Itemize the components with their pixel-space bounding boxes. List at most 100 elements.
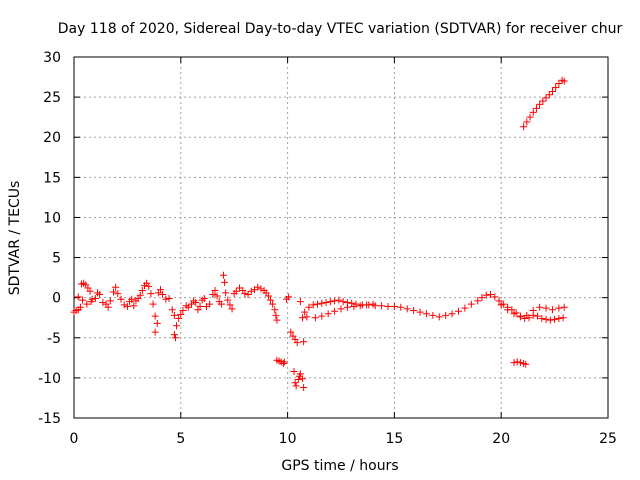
data-point bbox=[267, 296, 275, 304]
data-point bbox=[337, 305, 345, 313]
data-point bbox=[159, 290, 167, 298]
y-tick-label: 5 bbox=[52, 251, 61, 267]
data-point bbox=[454, 307, 462, 315]
data-point bbox=[273, 316, 281, 324]
data-point bbox=[416, 308, 424, 316]
data-point bbox=[110, 288, 118, 296]
data-point bbox=[123, 302, 131, 310]
data-point bbox=[96, 290, 104, 298]
data-point bbox=[548, 87, 556, 95]
data-point bbox=[516, 313, 524, 321]
data-point bbox=[542, 315, 550, 323]
data-point bbox=[130, 302, 138, 310]
data-point bbox=[285, 293, 293, 301]
data-point bbox=[196, 302, 204, 310]
data-point bbox=[555, 79, 563, 87]
data-point bbox=[228, 305, 236, 313]
data-point bbox=[548, 306, 556, 314]
data-point bbox=[279, 359, 287, 367]
data-point bbox=[410, 307, 418, 315]
x-axis-label: GPS time / hours bbox=[281, 458, 398, 474]
data-point bbox=[301, 308, 309, 316]
data-point bbox=[300, 384, 308, 392]
data-point bbox=[520, 123, 528, 131]
data-point bbox=[232, 287, 240, 295]
data-point bbox=[326, 298, 334, 306]
data-point bbox=[165, 294, 173, 302]
data-point bbox=[526, 113, 534, 121]
data-point bbox=[322, 298, 330, 306]
data-point bbox=[529, 108, 537, 116]
data-point bbox=[536, 100, 544, 108]
data-point bbox=[552, 83, 560, 91]
data-point bbox=[513, 358, 521, 366]
data-point bbox=[120, 301, 128, 309]
data-point bbox=[222, 289, 230, 297]
data-point bbox=[221, 278, 229, 286]
data-point bbox=[294, 375, 302, 383]
data-point bbox=[173, 322, 181, 330]
data-point bbox=[168, 306, 176, 314]
data-point bbox=[555, 304, 563, 312]
data-point bbox=[293, 339, 301, 347]
data-point bbox=[331, 307, 339, 315]
data-point bbox=[86, 287, 94, 295]
data-point bbox=[461, 304, 469, 312]
data-point bbox=[318, 299, 326, 307]
data-point bbox=[200, 294, 208, 302]
data-point bbox=[482, 291, 490, 299]
data-point bbox=[291, 379, 299, 387]
data-point bbox=[429, 311, 437, 319]
data-point bbox=[559, 314, 567, 322]
x-tick-label: 5 bbox=[176, 431, 185, 447]
data-point bbox=[117, 295, 125, 303]
data-point bbox=[217, 300, 225, 308]
x-tick-label: 25 bbox=[599, 431, 617, 447]
data-point bbox=[560, 77, 568, 85]
data-point bbox=[534, 312, 542, 320]
data-point bbox=[151, 328, 159, 336]
data-point bbox=[542, 304, 550, 312]
data-point bbox=[220, 271, 228, 279]
data-point bbox=[136, 291, 144, 299]
data-point bbox=[478, 294, 486, 302]
data-point bbox=[442, 311, 450, 319]
data-point bbox=[546, 316, 554, 324]
data-point bbox=[314, 300, 322, 308]
data-point bbox=[269, 300, 277, 308]
data-point bbox=[224, 296, 232, 304]
data-point bbox=[147, 290, 155, 298]
data-point bbox=[516, 359, 524, 367]
data-point bbox=[448, 310, 456, 318]
data-point bbox=[87, 298, 95, 306]
data-point bbox=[536, 303, 544, 311]
y-tick-label: -10 bbox=[38, 371, 61, 387]
data-point bbox=[522, 360, 530, 368]
data-point bbox=[226, 301, 234, 309]
y-tick-label: -5 bbox=[47, 331, 61, 347]
data-point bbox=[467, 300, 475, 308]
data-point bbox=[555, 315, 563, 323]
data-point bbox=[403, 305, 411, 313]
data-point bbox=[104, 303, 112, 311]
x-tick-label: 10 bbox=[279, 431, 297, 447]
data-point bbox=[175, 315, 183, 323]
x-tick-label: 20 bbox=[492, 431, 510, 447]
data-point bbox=[510, 310, 518, 318]
data-point bbox=[296, 298, 304, 306]
x-tick-label: 15 bbox=[385, 431, 403, 447]
data-point bbox=[79, 296, 87, 304]
data-point bbox=[151, 312, 159, 320]
data-point bbox=[539, 97, 547, 105]
plot-frame bbox=[73, 56, 609, 419]
data-point bbox=[371, 302, 379, 310]
data-point bbox=[300, 338, 308, 346]
data-point bbox=[128, 295, 136, 303]
y-tick-label: -15 bbox=[38, 411, 61, 427]
data-point bbox=[335, 296, 343, 304]
data-point bbox=[114, 290, 122, 298]
data-point bbox=[157, 286, 165, 294]
data-point bbox=[551, 315, 559, 323]
data-point bbox=[542, 94, 550, 102]
data-point bbox=[264, 292, 272, 300]
